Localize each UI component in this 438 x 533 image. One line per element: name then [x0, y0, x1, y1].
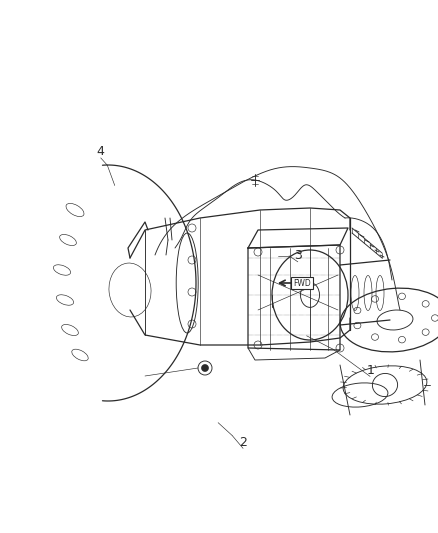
Text: 2: 2 — [239, 436, 247, 449]
Text: 4: 4 — [97, 146, 105, 158]
Text: 1: 1 — [366, 364, 374, 377]
Text: FWD: FWD — [293, 279, 311, 287]
Text: 3: 3 — [294, 249, 302, 262]
Circle shape — [201, 365, 208, 372]
